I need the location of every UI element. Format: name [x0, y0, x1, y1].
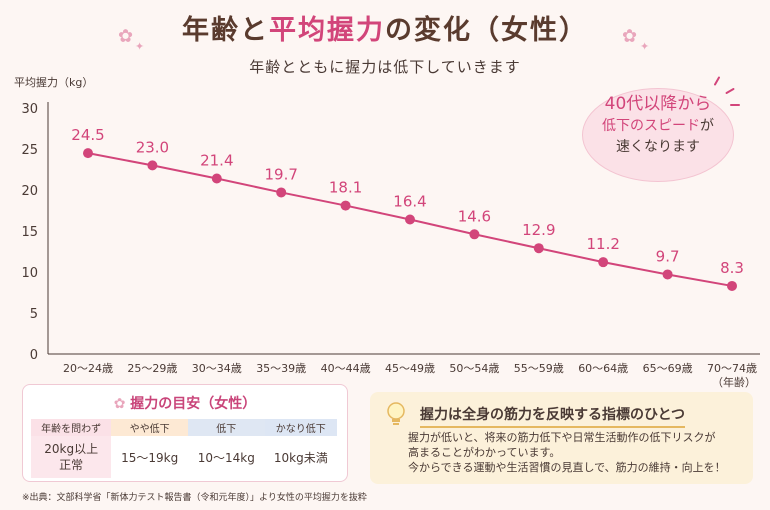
callout-line-2-rest: が	[700, 118, 714, 134]
data-point	[83, 148, 93, 159]
info-heading: 握力は全身の筋力を反映する指標のひとつ	[420, 404, 686, 428]
guide-cell-very-low: 10kg未満	[273, 450, 328, 465]
guide-cell-normal: 20kg以上 正常	[31, 436, 112, 478]
data-point	[405, 214, 415, 225]
y-tick-label: 5	[30, 307, 38, 322]
guide-cell-slightly-low: 15～19kg	[121, 450, 179, 465]
data-label: 12.9	[522, 221, 555, 239]
y-tick-label: 15	[21, 225, 38, 240]
data-label: 8.3	[720, 259, 744, 277]
y-tick-label: 25	[21, 143, 38, 158]
x-tick-label: 55～59歳	[514, 362, 564, 375]
data-label: 9.7	[656, 247, 680, 265]
data-label: 14.6	[458, 207, 491, 225]
flower-deco-right-icon: ✿	[622, 26, 638, 47]
guide-header-very-low: かなり低下	[264, 419, 337, 436]
title-part-1: 年齢と	[182, 15, 269, 46]
y-tick-label: 20	[21, 184, 38, 199]
data-point	[340, 200, 351, 211]
data-label: 16.4	[393, 193, 426, 211]
data-point	[469, 229, 480, 240]
data-point	[276, 187, 287, 198]
data-label: 19.7	[264, 165, 297, 183]
x-tick-label: 45～49歳	[385, 362, 435, 375]
page-subtitle: 年齢とともに握力は低下していきます	[249, 58, 521, 76]
data-point	[533, 243, 544, 254]
guide-title-text: 握力の目安（女性）	[130, 396, 257, 412]
title-part-3: の変化（女性）	[385, 15, 588, 46]
callout-line-3: 速くなります	[616, 139, 700, 155]
info-panel: 握力は全身の筋力を反映する指標のひとつ 握力が低いと、将来の筋力低下や日常生活動…	[370, 392, 753, 484]
title-part-2: 平均握力	[269, 15, 385, 46]
x-tick-label: 65～69歳	[643, 362, 693, 375]
data-point	[211, 173, 222, 184]
data-label: 11.2	[586, 235, 619, 253]
page-title: 年齢と平均握力の変化（女性）	[0, 8, 770, 47]
guide-cell-low: 10～14kg	[197, 450, 255, 465]
callout-bubble: 40代以降から 低下のスピードが 速くなります	[582, 88, 734, 182]
x-tick-label: 60～64歳	[578, 362, 628, 375]
info-line-2: 高まることがわかっています。	[408, 446, 561, 459]
y-tick-label: 10	[21, 266, 38, 281]
x-tick-label: 40～44歳	[321, 362, 371, 375]
data-point	[727, 280, 737, 291]
x-tick-label: 25～29歳	[127, 362, 177, 375]
data-label: 23.0	[136, 138, 169, 156]
info-body: 握力が低いと、将来の筋力低下や日常生活動作の低下リスクが 高まることがわかってい…	[408, 430, 748, 475]
data-point	[147, 160, 158, 171]
y-tick-label: 30	[21, 102, 38, 117]
data-label: 18.1	[329, 179, 362, 197]
chart-axes: 平均握力（kg） 0 5 10 15 20 25 30 20～24歳 25～29歳 30～34歳 35…	[14, 75, 760, 389]
chart-marks: 24.5 23.0 21.4 19.7 18.1 16.4 14.6 12.9 11.2 9.7 8…	[71, 126, 744, 291]
data-point	[598, 257, 609, 268]
x-tick-label: 50～54歳	[449, 362, 499, 375]
data-point	[662, 269, 673, 280]
data-label: 21.4	[200, 152, 233, 170]
info-line-1: 握力が低いと、将来の筋力低下や日常生活動作の低下リスクが	[408, 431, 716, 444]
lightbulb-icon	[387, 402, 405, 425]
y-tick-label: 0	[30, 348, 38, 363]
x-tick-label: 35～39歳	[256, 362, 306, 375]
guide-header-normal: 年齢を問わず	[31, 419, 112, 436]
sparkle-deco-right-icon: ✦	[640, 40, 650, 53]
data-label: 24.5	[71, 126, 104, 144]
guide-header-slightly-low: やや低下	[111, 419, 188, 436]
guide-status-normal: 正常	[59, 458, 84, 472]
sparkle-deco-left-icon: ✦	[135, 40, 145, 53]
guide-header-low: 低下	[187, 419, 265, 436]
grip-strength-line-chart: 平均握力（kg） 0 5 10 15 20 25 30 20～24歳 25～29歳 30～34歳 35…	[14, 75, 760, 389]
x-tick-label: 20～24歳	[63, 362, 113, 375]
guide-table: 年齢を問わず やや低下 低下 かなり低下 20kg以上 正常 15～19kg 1…	[31, 419, 337, 478]
guide-title: ✿ 握力の目安（女性）	[23, 393, 347, 413]
x-tick-label: 30～34歳	[192, 362, 242, 375]
guide-flower-icon: ✿	[113, 396, 131, 412]
grip-guide-panel: ✿ 握力の目安（女性） 年齢を問わず やや低下 低下 かなり低下 20kg以上 …	[22, 384, 348, 482]
y-axis-title: 平均握力（kg）	[14, 75, 93, 89]
callout-line-1: 40代以降から	[604, 94, 712, 114]
flower-deco-left-icon: ✿	[118, 26, 134, 47]
x-tick-label: 70～74歳	[707, 362, 757, 375]
callout-spark-3-icon	[730, 104, 740, 106]
info-line-3: 今からできる運動や生活習慣の見直しで、筋力の維持・向上を！	[408, 461, 726, 474]
guide-value-normal: 20kg以上	[44, 442, 99, 456]
callout-line-2-highlight: 低下のスピード	[602, 118, 700, 134]
source-note: ※出典：文部科学省「新体力テスト報告書（令和元年度）」より女性の平均握力を抜粋	[22, 493, 367, 503]
x-axis-title: （年齢）	[712, 375, 756, 389]
